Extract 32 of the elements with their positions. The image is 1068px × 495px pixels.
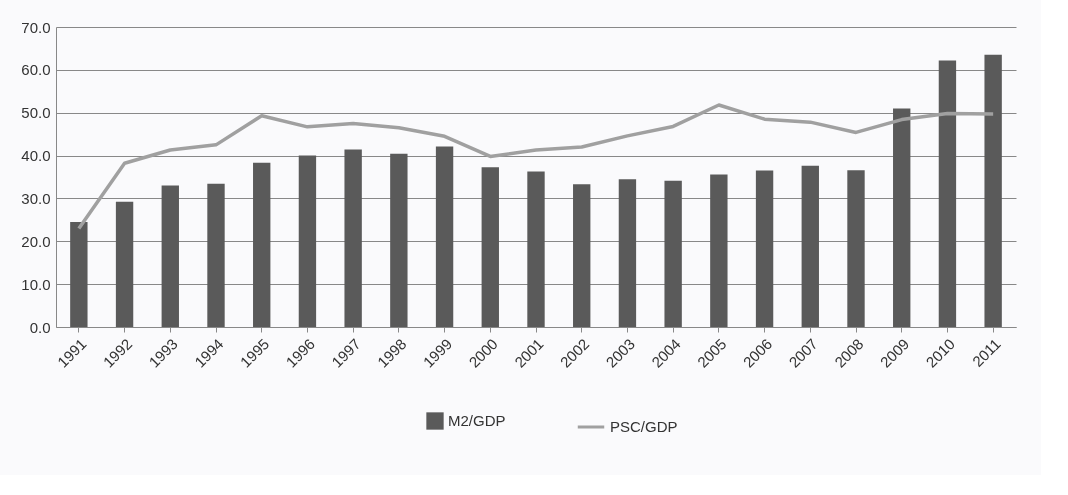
bar <box>207 183 225 327</box>
bar <box>390 153 408 327</box>
bar <box>984 54 1002 327</box>
bar <box>298 155 317 327</box>
y-tick-label: 70.0 <box>21 18 51 36</box>
bar <box>344 149 362 327</box>
y-tick-label: 60.0 <box>21 61 51 79</box>
bar <box>115 201 134 327</box>
bar <box>801 165 819 327</box>
line-series <box>77 103 995 231</box>
y-tick-label: 30.0 <box>21 189 51 207</box>
y-tick-label: 10.0 <box>21 275 51 293</box>
y-tick-label: 20.0 <box>21 232 51 250</box>
bar <box>161 185 179 327</box>
bar <box>481 167 499 327</box>
legend-label: M2/GDP <box>448 412 506 429</box>
bar <box>253 162 271 327</box>
bar <box>618 179 637 327</box>
bar <box>755 170 774 327</box>
bar <box>847 170 865 327</box>
bar <box>573 184 591 327</box>
bar <box>527 171 545 327</box>
legend-label: PSC/GDP <box>610 418 678 435</box>
y-tick-label: 50.0 <box>21 104 51 122</box>
bar <box>70 222 88 327</box>
bar <box>710 174 728 327</box>
y-tick-label: 40.0 <box>21 147 51 165</box>
bar <box>435 146 454 327</box>
y-tick-label: 0.0 <box>29 318 51 336</box>
bar <box>664 180 682 327</box>
bar <box>938 60 957 327</box>
bar <box>893 108 911 327</box>
